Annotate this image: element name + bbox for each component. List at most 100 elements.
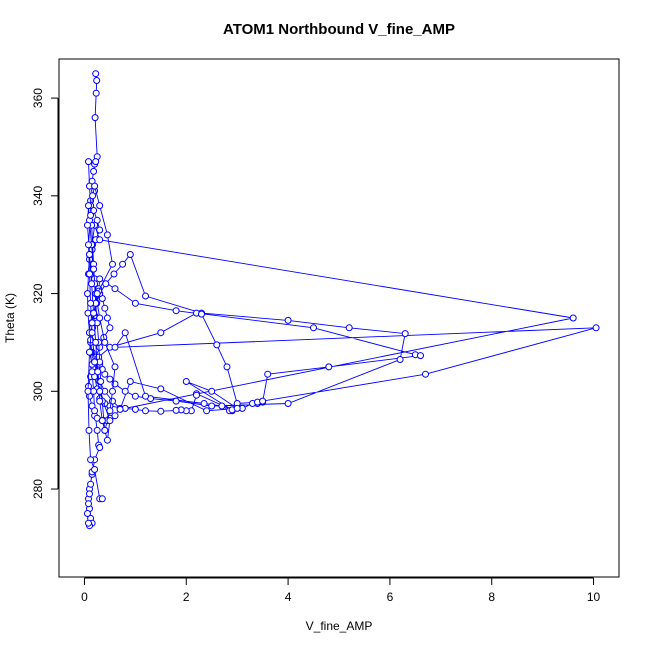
data-point <box>110 270 118 278</box>
data-point <box>172 406 180 414</box>
data-point <box>157 407 165 415</box>
data-point <box>106 375 114 383</box>
data-point <box>96 202 104 210</box>
data-point <box>94 368 102 376</box>
data-point <box>90 167 98 175</box>
data-point <box>85 426 93 434</box>
data-point <box>98 495 106 503</box>
data-point <box>90 309 98 317</box>
data-point <box>121 387 129 395</box>
data-point <box>88 319 96 327</box>
data-point <box>92 70 100 78</box>
data-point <box>396 356 404 363</box>
data-point <box>142 392 149 400</box>
data-point <box>85 519 92 527</box>
data-point <box>345 324 353 332</box>
data-point <box>86 348 93 356</box>
data-point <box>233 404 241 412</box>
y-tick-label: 340 <box>31 185 45 205</box>
data-point <box>111 343 119 351</box>
data-point <box>172 397 180 405</box>
data-point <box>203 407 211 415</box>
data-point <box>417 352 424 360</box>
data-point <box>284 316 292 324</box>
data-point <box>172 307 180 315</box>
data-point <box>208 387 216 395</box>
series-layer <box>84 70 600 530</box>
data-point <box>87 211 95 219</box>
data-point <box>401 330 409 338</box>
x-axis: 0 2 4 6 8 10 <box>81 577 601 604</box>
series-line-2 <box>87 161 116 500</box>
data-point <box>193 391 200 399</box>
data-point <box>119 260 127 268</box>
data-point <box>101 426 109 434</box>
data-point <box>422 370 429 378</box>
data-point <box>84 221 91 229</box>
data-point <box>86 490 93 498</box>
data-point <box>106 417 114 425</box>
data-point <box>213 341 221 349</box>
data-point <box>284 400 292 407</box>
y-tick-label: 320 <box>31 283 45 303</box>
data-point <box>103 314 111 322</box>
x-tick-label: 8 <box>488 590 495 604</box>
data-point <box>111 412 119 420</box>
data-point <box>87 299 95 307</box>
data-point <box>131 405 139 413</box>
y-tick-label: 300 <box>31 381 45 401</box>
y-axis-label: Theta (K) <box>3 293 17 343</box>
data-point <box>325 363 333 371</box>
plot-box <box>58 58 620 578</box>
data-point <box>93 290 101 298</box>
data-point <box>98 417 106 425</box>
data-point <box>91 182 99 190</box>
data-point <box>96 226 104 234</box>
data-point <box>142 407 149 415</box>
data-point <box>92 338 100 346</box>
data-point <box>259 397 267 405</box>
data-point <box>84 290 91 298</box>
data-point <box>157 329 165 337</box>
data-point <box>131 299 139 307</box>
data-point <box>111 363 119 371</box>
data-point <box>87 456 95 464</box>
data-point <box>182 378 190 385</box>
data-point <box>87 480 95 488</box>
data-point <box>91 114 99 122</box>
data-point <box>85 202 92 210</box>
data-point <box>96 275 104 283</box>
data-point <box>106 407 114 415</box>
data-point <box>93 426 101 434</box>
data-point <box>208 402 216 410</box>
data-point <box>89 192 97 200</box>
y-tick-label: 280 <box>31 479 45 499</box>
data-point <box>92 158 100 166</box>
data-point <box>106 324 114 332</box>
data-point <box>88 280 96 288</box>
data-point <box>84 510 91 517</box>
data-point <box>85 158 92 166</box>
y-axis: 280 300 320 340 360 <box>31 88 59 499</box>
x-tick-label: 6 <box>387 590 394 604</box>
data-point <box>91 358 99 366</box>
data-point <box>264 370 272 378</box>
chart-title: ATOM1 Northbound V_fine_AMP <box>223 21 455 38</box>
data-point <box>85 500 92 508</box>
data-point <box>111 285 119 293</box>
data-point <box>223 363 231 371</box>
y-tick-label: 360 <box>31 88 45 108</box>
data-point <box>109 260 116 268</box>
data-point <box>84 387 92 395</box>
x-tick-label: 4 <box>285 590 292 604</box>
data-point <box>103 436 111 444</box>
data-point <box>131 392 139 400</box>
data-point <box>121 329 129 337</box>
data-point <box>101 304 109 312</box>
series-line-1 <box>87 73 597 527</box>
data-point <box>198 310 205 318</box>
data-point <box>93 77 101 84</box>
data-point <box>96 314 104 322</box>
data-point <box>86 251 93 258</box>
